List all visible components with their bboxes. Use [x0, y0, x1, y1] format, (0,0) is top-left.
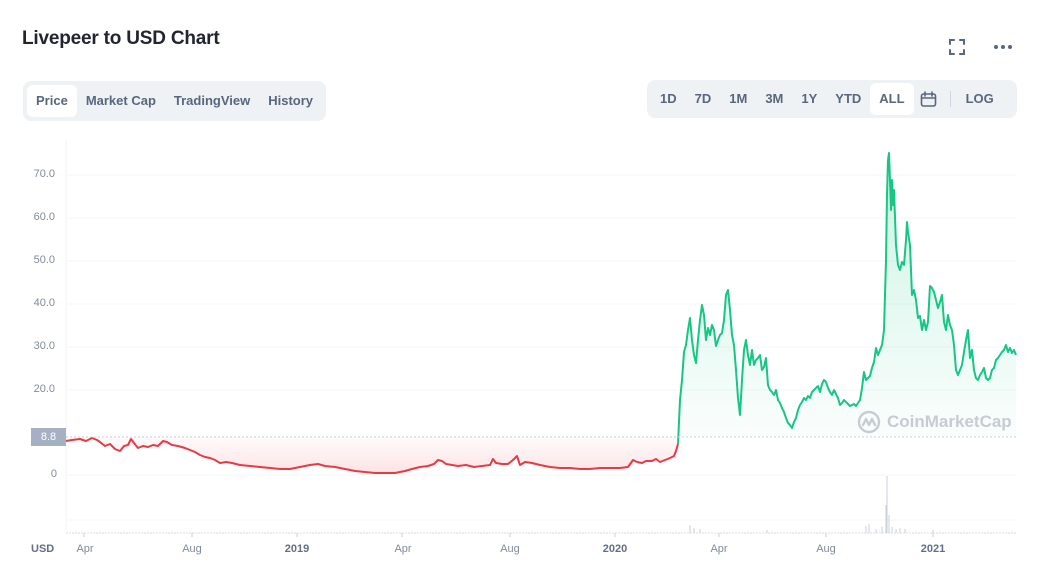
- y-tick-20: 20.0: [33, 383, 55, 395]
- coinmarketcap-watermark: CoinMarketCap: [857, 410, 1012, 434]
- x-tick-label: Apr: [394, 543, 412, 555]
- y-tick-30: 30.0: [33, 340, 55, 352]
- time-range-selector: 1D 7D 1M 3M 1Y YTD ALL LOG: [647, 80, 1017, 118]
- range-ytd[interactable]: YTD: [835, 91, 862, 106]
- tab-tradingview[interactable]: TradingView: [173, 93, 251, 108]
- y-tick-40: 40.0: [33, 297, 55, 309]
- fullscreen-icon[interactable]: [946, 36, 968, 58]
- watermark-text: CoinMarketCap: [887, 412, 1012, 431]
- range-7d[interactable]: 7D: [694, 91, 712, 106]
- divider: [949, 91, 951, 107]
- x-tick-label: Aug: [500, 543, 520, 555]
- current-price-tag: 8.8: [31, 428, 66, 446]
- tab-history[interactable]: History: [268, 93, 314, 108]
- page-title: Livepeer to USD Chart: [22, 28, 220, 49]
- price-line-up: [677, 152, 1017, 445]
- header-actions: [946, 36, 1014, 58]
- y-tick-70: 70.0: [33, 168, 55, 180]
- tab-price[interactable]: Price: [27, 85, 77, 117]
- x-tick-label: Apr: [710, 543, 728, 555]
- x-tick-label: Aug: [816, 543, 836, 555]
- x-tick-label: 2019: [284, 543, 310, 555]
- range-1m[interactable]: 1M: [729, 91, 748, 106]
- x-tick-label: 2020: [602, 543, 628, 555]
- range-3m[interactable]: 3M: [765, 91, 784, 106]
- grid-lines: [66, 174, 1016, 521]
- range-all[interactable]: ALL: [870, 83, 914, 115]
- range-1y[interactable]: 1Y: [801, 91, 818, 106]
- calendar-icon[interactable]: [914, 83, 944, 115]
- coinmarketcap-logo-icon: [857, 410, 881, 434]
- price-chart[interactable]: [0, 130, 1044, 550]
- x-tick-label: Apr: [76, 543, 94, 555]
- range-1d[interactable]: 1D: [660, 91, 677, 106]
- x-tick-label: Aug: [182, 543, 202, 555]
- log-toggle[interactable]: LOG: [965, 91, 994, 106]
- price-line-down: [65, 437, 679, 474]
- y-tick-0: 0: [50, 468, 57, 480]
- y-tick-60: 60.0: [33, 211, 55, 223]
- volume-bars: [689, 476, 934, 533]
- y-tick-50: 50.0: [33, 254, 55, 266]
- x-tick-label: 2021: [920, 543, 946, 555]
- chart-type-tabs: Price Market Cap TradingView History: [23, 81, 327, 121]
- tab-market-cap[interactable]: Market Cap: [85, 93, 156, 108]
- currency-label: USD: [31, 543, 55, 555]
- more-icon[interactable]: [992, 36, 1014, 58]
